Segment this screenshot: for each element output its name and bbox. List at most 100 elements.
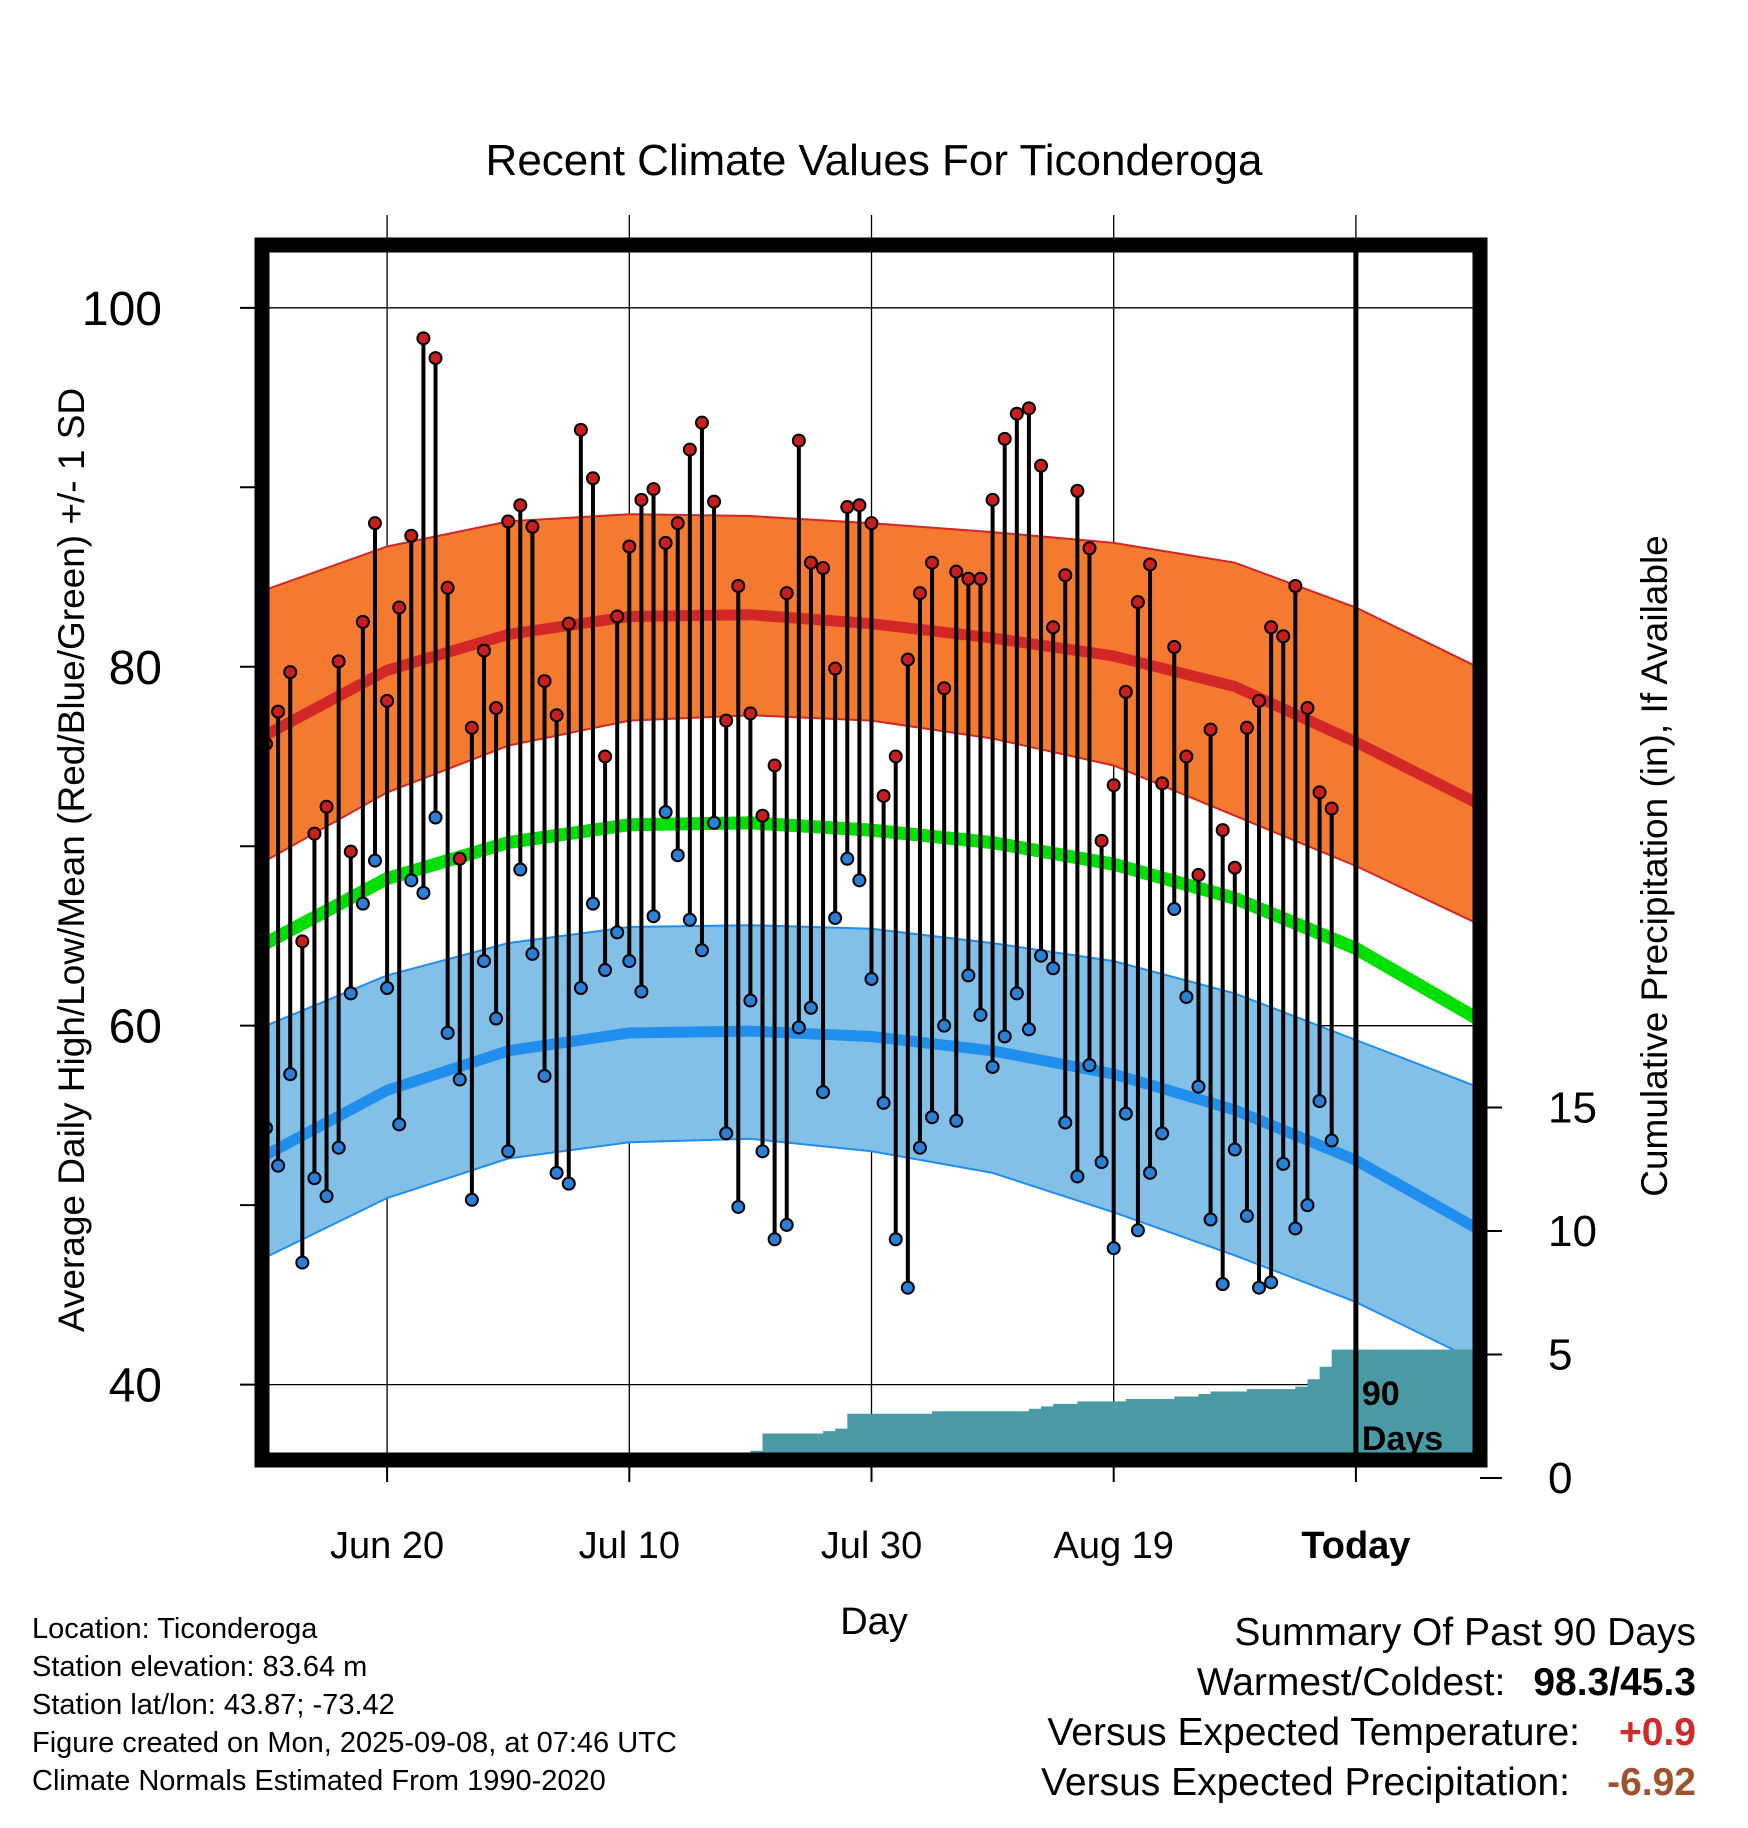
daily-low-point bbox=[1009, 986, 1024, 1001]
daily-low-point bbox=[1276, 1156, 1291, 1171]
today-annotation-line1: 90 bbox=[1362, 1375, 1400, 1413]
daily-high-point bbox=[694, 415, 709, 430]
daily-high-point bbox=[949, 564, 964, 579]
daily-high-point bbox=[803, 555, 818, 570]
x-tick-label: Today bbox=[1301, 1525, 1410, 1567]
daily-high-point bbox=[1009, 406, 1024, 421]
daily-low-point bbox=[925, 1110, 940, 1125]
daily-high-point bbox=[452, 851, 467, 866]
daily-low-point bbox=[682, 912, 697, 927]
daily-low-point bbox=[961, 968, 976, 983]
daily-low-point bbox=[767, 1232, 782, 1247]
daily-high-point bbox=[997, 431, 1012, 446]
temp-value: +0.9 bbox=[1619, 1711, 1696, 1754]
daily-low-point bbox=[852, 873, 867, 888]
daily-high-point bbox=[670, 516, 685, 531]
daily-high-point bbox=[464, 720, 479, 735]
daily-low-point bbox=[561, 1176, 576, 1191]
daily-high-point bbox=[961, 571, 976, 586]
daily-high-point bbox=[283, 665, 298, 680]
daily-high-point bbox=[1058, 568, 1073, 583]
daily-high-point bbox=[525, 519, 540, 534]
precip-value: -6.92 bbox=[1607, 1761, 1696, 1804]
daily-low-point bbox=[1143, 1165, 1158, 1180]
y2-tick-label: 5 bbox=[1548, 1331, 1572, 1380]
daily-low-point bbox=[1130, 1223, 1145, 1238]
daily-high-point bbox=[1034, 458, 1049, 473]
daily-low-point bbox=[392, 1117, 407, 1132]
daily-high-point bbox=[573, 422, 588, 437]
daily-low-point bbox=[1312, 1094, 1327, 1109]
daily-high-point bbox=[549, 708, 564, 723]
daily-high-point bbox=[428, 351, 443, 366]
daily-low-point bbox=[743, 993, 758, 1008]
daily-low-point bbox=[1058, 1115, 1073, 1130]
daily-high-point bbox=[440, 580, 455, 595]
daily-high-point bbox=[646, 482, 661, 497]
summary-panel: Summary Of Past 90 Days Warmest/Coldest:… bbox=[1041, 1608, 1696, 1808]
daily-low-point bbox=[694, 943, 709, 958]
daily-high-point bbox=[416, 331, 431, 346]
daily-high-point bbox=[658, 535, 673, 550]
y-tick-label: 40 bbox=[109, 1360, 162, 1413]
daily-high-point bbox=[973, 571, 988, 586]
daily-low-point bbox=[1046, 961, 1061, 976]
daily-low-point bbox=[622, 954, 637, 969]
daily-low-point bbox=[610, 925, 625, 940]
x-axis-label: Day bbox=[840, 1601, 908, 1643]
daily-high-point bbox=[355, 614, 370, 629]
daily-high-point bbox=[937, 681, 952, 696]
latlon-text: Station lat/lon: 43.87; -73.42 bbox=[32, 1689, 395, 1721]
daily-high-point bbox=[791, 433, 806, 448]
daily-low-point bbox=[598, 963, 613, 978]
daily-low-point bbox=[646, 909, 661, 924]
daily-high-point bbox=[513, 498, 528, 513]
daily-low-point bbox=[1227, 1142, 1242, 1157]
location-text: Location: Ticonderoga bbox=[32, 1613, 318, 1645]
daily-high-point bbox=[779, 586, 794, 601]
daily-high-point bbox=[561, 616, 576, 631]
daily-low-point bbox=[1239, 1208, 1254, 1223]
x-tick-label: Jul 10 bbox=[579, 1525, 680, 1567]
precip-label: Versus Expected Precipitation: bbox=[1041, 1761, 1570, 1804]
daily-high-point bbox=[1106, 778, 1121, 793]
warmest-label: Warmest/Coldest: bbox=[1196, 1661, 1506, 1704]
daily-high-point bbox=[1179, 749, 1194, 764]
daily-low-point bbox=[719, 1126, 734, 1141]
daily-high-point bbox=[501, 514, 516, 529]
daily-low-point bbox=[1082, 1058, 1097, 1073]
daily-low-point bbox=[416, 885, 431, 900]
daily-high-point bbox=[1215, 823, 1230, 838]
daily-low-point bbox=[997, 1029, 1012, 1044]
daily-high-point bbox=[840, 500, 855, 515]
daily-high-point bbox=[1288, 578, 1303, 593]
daily-high-point bbox=[912, 586, 927, 601]
y2-tick-label: 15 bbox=[1548, 1084, 1597, 1133]
daily-high-point bbox=[900, 652, 915, 667]
y2-axis-label: Cumulative Precipitation (in), If Availa… bbox=[1634, 535, 1675, 1197]
daily-low-point bbox=[367, 853, 382, 868]
daily-high-point bbox=[367, 516, 382, 531]
daily-low-point bbox=[779, 1217, 794, 1232]
daily-high-point bbox=[1046, 620, 1061, 635]
x-tick-label: Aug 19 bbox=[1053, 1525, 1173, 1567]
daily-high-point bbox=[319, 799, 334, 814]
daily-low-point bbox=[937, 1018, 952, 1033]
y-tick-label: 80 bbox=[109, 642, 162, 695]
daily-low-point bbox=[464, 1192, 479, 1207]
daily-low-point bbox=[1094, 1155, 1109, 1170]
daily-low-point bbox=[1034, 948, 1049, 963]
daily-high-point bbox=[1082, 541, 1097, 556]
daily-high-point bbox=[392, 600, 407, 615]
daily-high-point bbox=[1130, 595, 1145, 610]
daily-high-point bbox=[585, 471, 600, 486]
normal-low-line bbox=[263, 1025, 1480, 1234]
daily-low-point bbox=[295, 1255, 310, 1270]
daily-high-point bbox=[828, 661, 843, 676]
elevation-text: Station elevation: 83.64 m bbox=[32, 1651, 368, 1683]
daily-high-point bbox=[307, 826, 322, 841]
daily-low-point bbox=[1106, 1241, 1121, 1256]
y2-tick-label: 0 bbox=[1548, 1454, 1572, 1503]
daily-high-point bbox=[767, 758, 782, 773]
